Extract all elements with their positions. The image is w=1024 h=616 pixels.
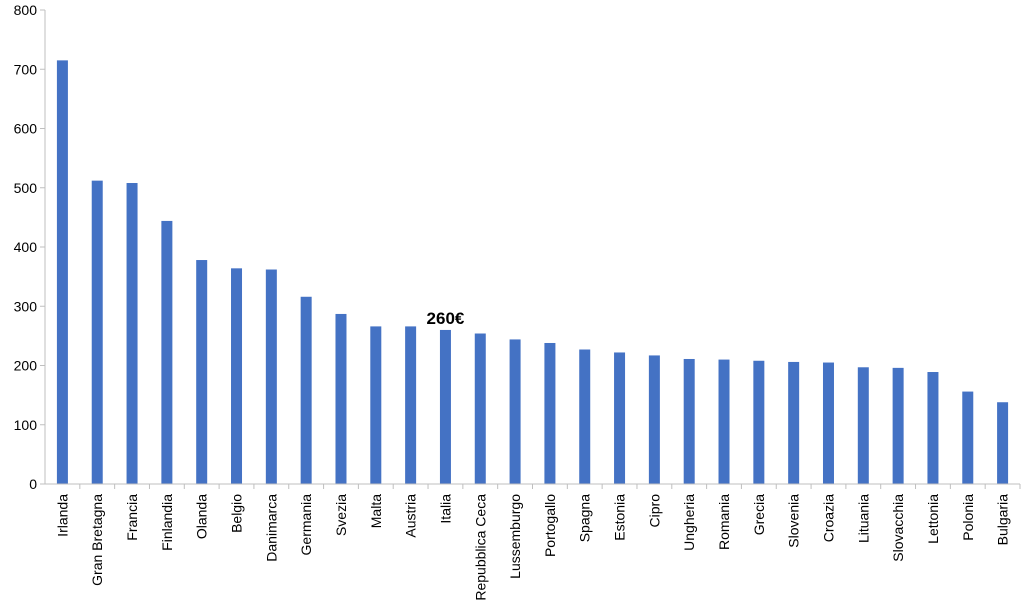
x-tick-label: Danimarca [263,494,279,562]
bar-slovenia [788,361,800,484]
bar-germania [300,296,312,484]
bar-belgio [231,268,243,484]
x-tick-label: Bulgaria [995,494,1011,546]
x-tick-label: Romania [716,494,732,550]
bar-finlandia [161,220,173,484]
bar-francia [126,183,138,484]
y-tick-label: 300 [14,298,38,314]
x-tick-label: Slovacchia [890,494,906,562]
y-tick-label: 800 [14,2,38,18]
x-tick-label: Grecia [751,494,767,535]
x-axis: Irlanda Gran Bretagna Francia Finlandia Olan… [45,483,1021,601]
bar-croazia [822,362,834,484]
bar-slovacchia [892,367,904,484]
bar-malta [370,326,382,484]
bar-lussemburgo [509,339,521,484]
bar-romania [718,359,730,484]
x-tick-label: Ungheria [681,494,697,551]
x-tick-label: Austria [403,494,419,538]
bars [56,60,1009,485]
annotations: 260€ [427,309,465,328]
bar-lettonia [927,372,939,484]
x-tick-label: Irlanda [54,494,70,537]
x-tick-label: Malta [368,494,384,528]
bar-polonia [962,391,974,484]
y-tick-label: 0 [29,476,37,492]
x-tick-label: Repubblica Ceca [472,494,488,601]
bar-olanda [196,260,208,484]
bar-gran-bretagna [91,180,103,484]
x-tick-label: Italia [437,494,453,524]
y-axis: 0 100 200 300 400 500 600 700 800 [14,2,46,492]
x-tick-label: Francia [124,494,140,541]
bar-portogallo [544,342,556,484]
bar-cipro [648,355,660,484]
bar-danimarca [265,269,277,484]
bar-ungheria [683,358,695,484]
x-tick-label: Svezia [333,494,349,536]
bar-lituania [857,367,869,484]
bar-bulgaria [997,402,1009,484]
x-tick-label: Estonia [612,494,628,541]
x-tick-label: Germania [298,494,314,556]
x-tick-label: Lituania [855,494,871,543]
x-tick-label: Olanda [194,494,210,539]
bar-irlanda [56,60,68,485]
bar-austria [405,326,417,484]
x-tick-label: Belgio [229,494,245,533]
bar-italia [439,329,451,484]
y-tick-label: 700 [14,61,38,77]
bar-svezia [335,313,347,484]
bar-repubblica-ceca [474,333,486,484]
y-tick-label: 100 [14,417,38,433]
x-tick-label: Slovenia [786,494,802,548]
x-tick-label: Finlandia [159,494,175,551]
x-tick-label: Croazia [820,494,836,542]
y-tick-label: 400 [14,239,38,255]
bar-grecia [753,360,765,484]
x-tick-label: Spagna [577,494,593,542]
y-tick-label: 500 [14,180,38,196]
x-tick-label: Cipro [646,494,662,528]
x-tick-label: Polonia [960,494,976,541]
x-tick-label: Gran Bretagna [89,494,105,586]
y-tick-label: 200 [14,358,38,374]
y-tick-label: 600 [14,121,38,137]
value-annotation: 260€ [427,309,465,328]
x-tick-label: Lussemburgo [507,494,523,579]
x-tick-label: Lettonia [925,494,941,544]
x-tick-label: Portogallo [542,494,558,557]
bar-estonia [614,352,626,484]
bar-spagna [579,349,591,484]
